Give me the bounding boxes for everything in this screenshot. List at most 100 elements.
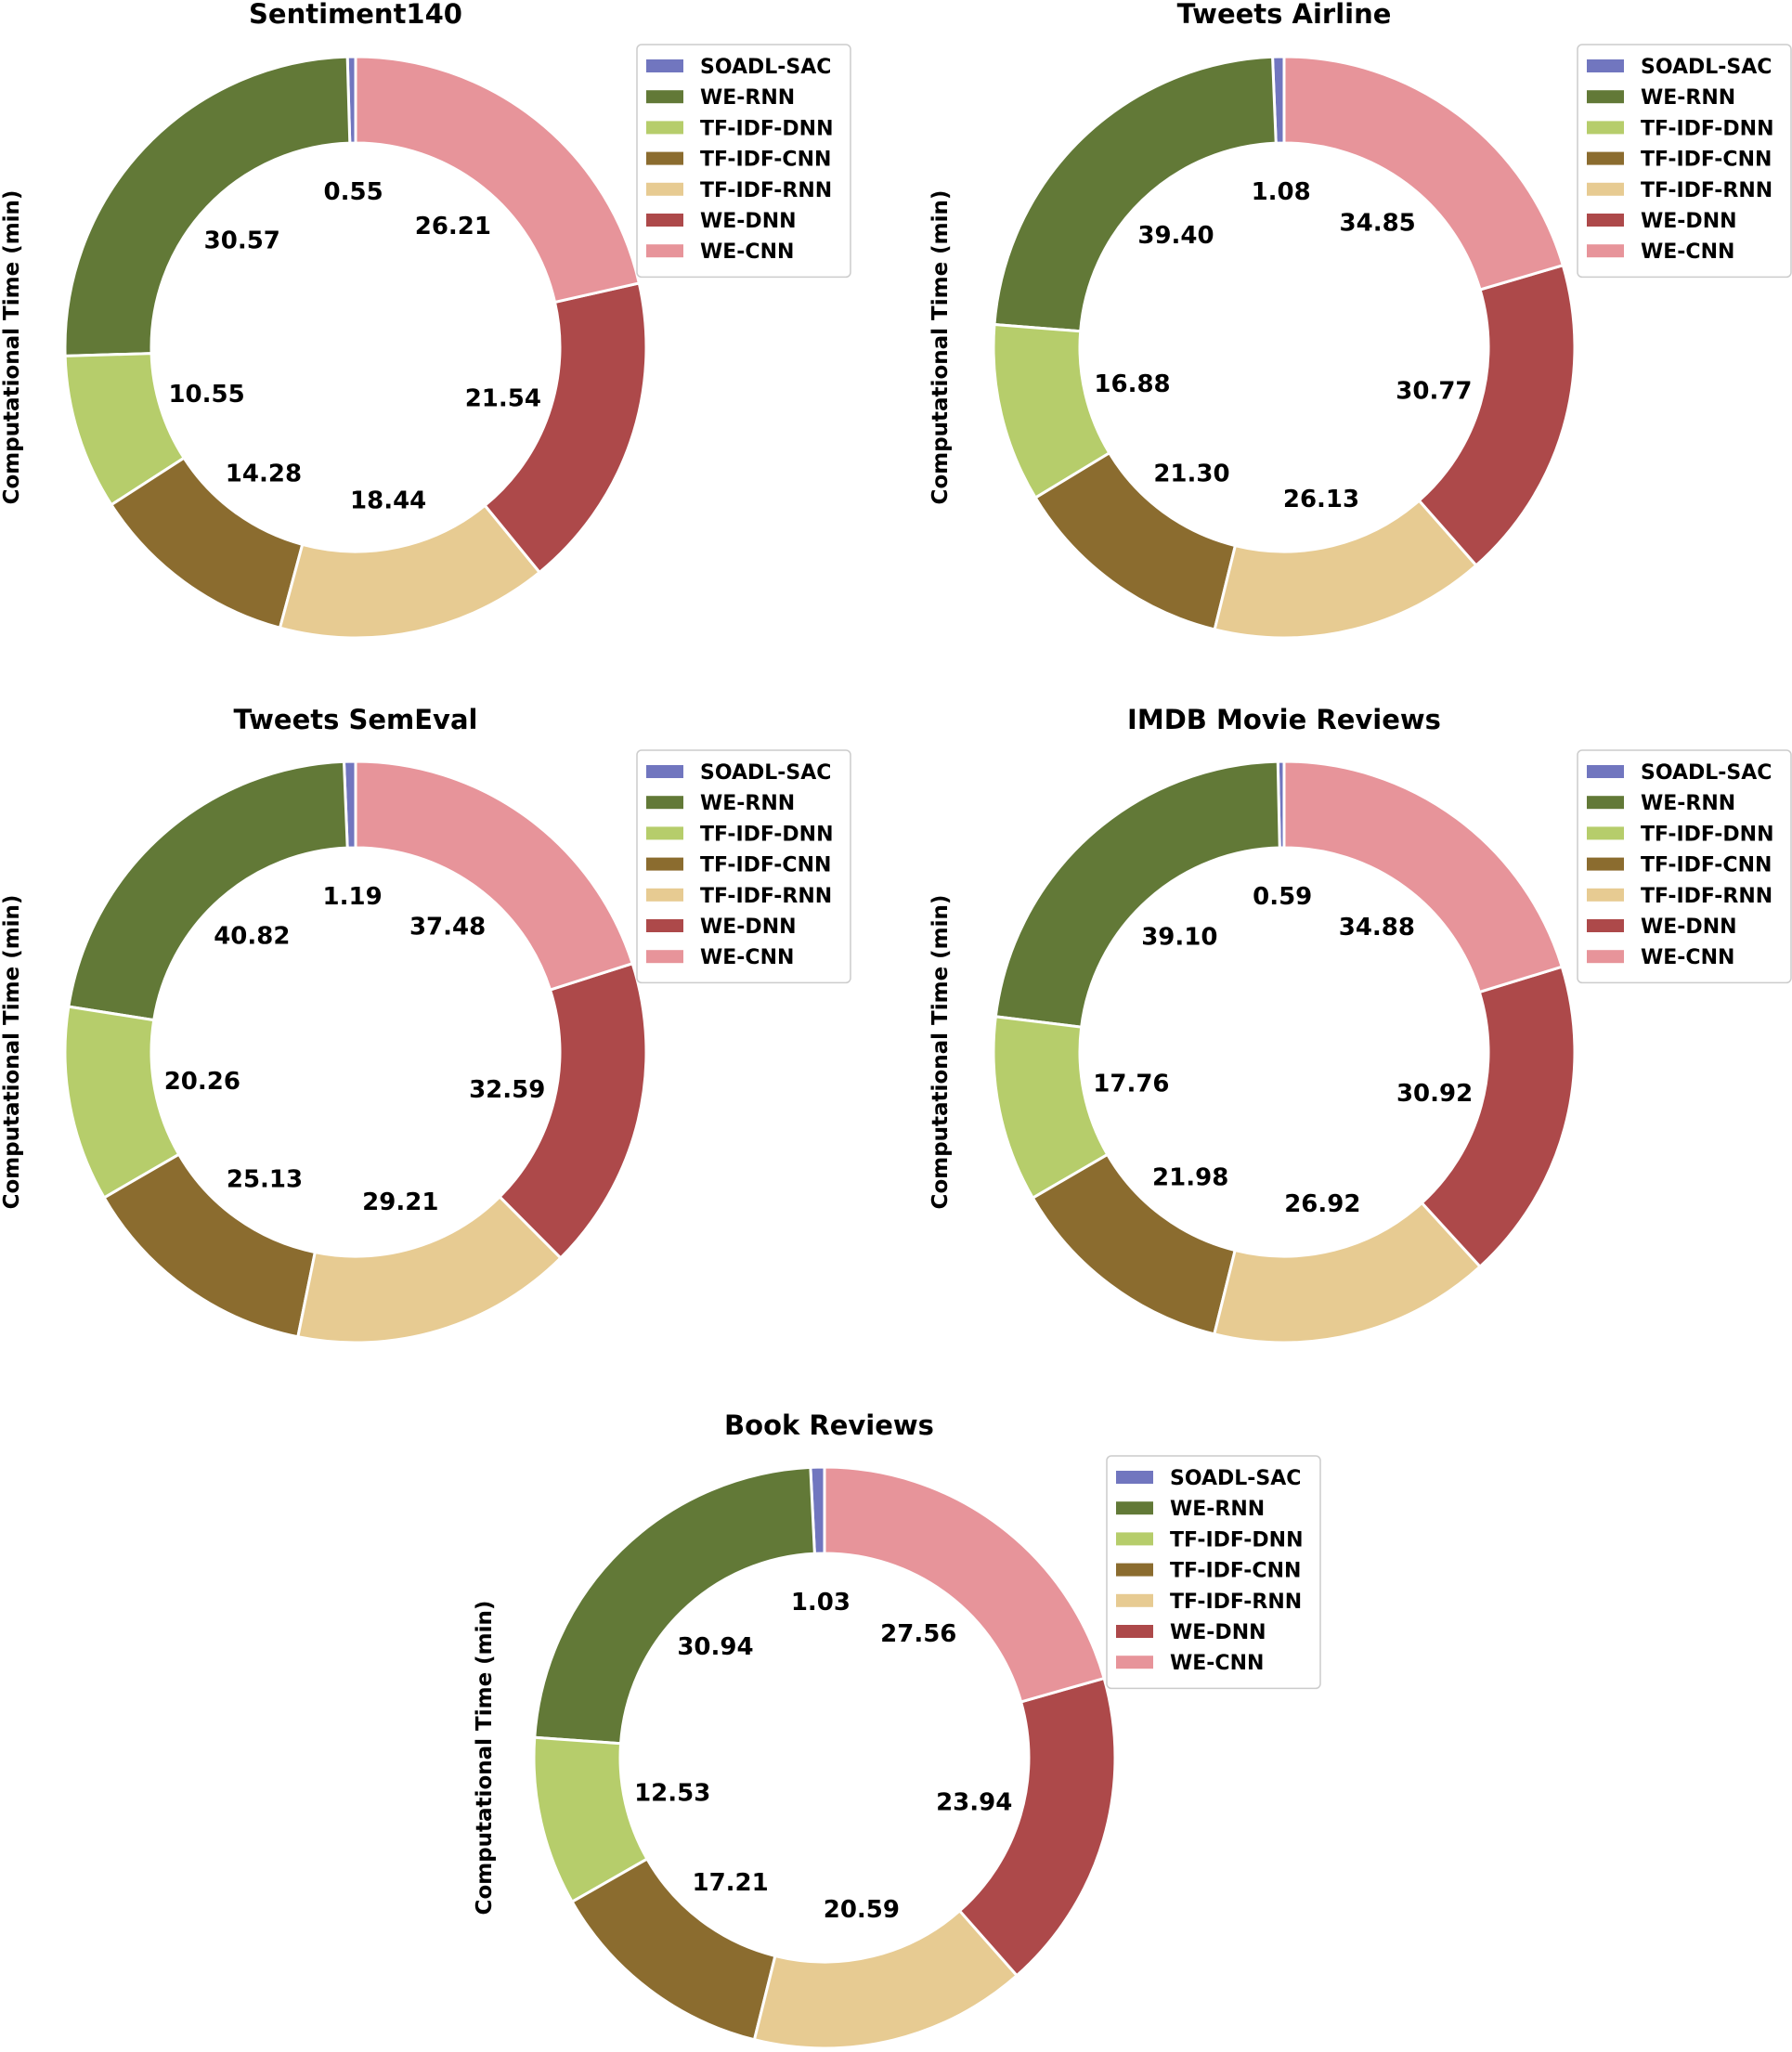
legend-label: WE-RNN xyxy=(700,86,795,110)
y-axis-label: Computational Time (min) xyxy=(0,895,24,1210)
legend-frame xyxy=(1106,1455,1321,1690)
legend-swatch-we-dnn xyxy=(1116,1625,1153,1638)
legend-label: TF-IDF-RNN xyxy=(1170,1591,1302,1614)
legend-swatch-we-cnn xyxy=(1116,1656,1153,1669)
legend-swatch-tf-idf-dnn xyxy=(646,121,683,135)
legend-swatch-we-rnn xyxy=(1116,1501,1153,1515)
legend-label: TF-IDF-RNN xyxy=(1641,179,1773,202)
legend-swatch-tf-idf-dnn xyxy=(646,826,683,840)
legend-label: WE-CNN xyxy=(1641,240,1734,264)
legend-label: TF-IDF-DNN xyxy=(700,117,834,140)
y-axis-label: Computational Time (min) xyxy=(0,190,24,505)
data-label: 21.30 xyxy=(1153,460,1229,487)
legend-label: WE-DNN xyxy=(1641,210,1737,233)
legend-swatch-we-cnn xyxy=(646,950,683,964)
data-label: 34.88 xyxy=(1339,914,1415,942)
legend-swatch-soadl-sac xyxy=(1587,765,1624,778)
legend-frame xyxy=(636,44,851,279)
pie-slice-we-rnn xyxy=(67,760,349,1022)
data-label: 21.98 xyxy=(1152,1163,1228,1191)
pie-slice-we-cnn xyxy=(1282,760,1565,994)
data-label: 17.21 xyxy=(692,1869,768,1897)
legend-frame xyxy=(636,749,851,984)
donut-chart-2: Tweets SemEval Computational Time (min) 1.… xyxy=(0,704,851,1344)
data-label: 32.59 xyxy=(469,1076,545,1104)
legend-label: WE-DNN xyxy=(1641,916,1737,939)
legend-label: TF-IDF-CNN xyxy=(700,854,831,877)
data-label: 40.82 xyxy=(214,922,290,950)
legend-label: WE-DNN xyxy=(700,210,797,233)
legend-swatch-soadl-sac xyxy=(646,765,683,778)
pie-slice-we-rnn xyxy=(993,55,1278,333)
data-label: 30.77 xyxy=(1396,378,1472,406)
legend-label: WE-CNN xyxy=(1641,946,1734,969)
legend-swatch-tf-idf-dnn xyxy=(1587,826,1624,840)
legend-label: SOADL-SAC xyxy=(1641,761,1772,785)
legend-label: WE-RNN xyxy=(700,792,795,815)
pie-slice-we-cnn xyxy=(1282,55,1565,292)
legend-swatch-tf-idf-rnn xyxy=(1116,1593,1153,1607)
pie-slice-we-rnn xyxy=(63,55,352,357)
data-label: 23.94 xyxy=(936,1788,1012,1816)
legend-label: TF-IDF-CNN xyxy=(700,149,831,172)
y-axis-label: Computational Time (min) xyxy=(928,895,953,1210)
legend: SOADL-SAC WE-RNN TF-IDF-DNN TF-IDF-CNN TF-ID… xyxy=(1577,44,1792,279)
pie-slice-we-dnn xyxy=(498,961,648,1260)
data-label: 30.94 xyxy=(677,1633,753,1661)
data-label: 14.28 xyxy=(226,461,302,488)
legend: SOADL-SAC WE-RNN TF-IDF-DNN TF-IDF-CNN TF-ID… xyxy=(636,749,851,984)
data-label: 0.55 xyxy=(324,178,383,206)
legend-swatch-tf-idf-dnn xyxy=(1587,121,1624,135)
data-label: 20.26 xyxy=(164,1068,240,1096)
y-axis-label: Computational Time (min) xyxy=(928,190,953,505)
legend-swatch-we-cnn xyxy=(646,244,683,258)
legend-swatch-we-dnn xyxy=(646,919,683,932)
legend-label: WE-CNN xyxy=(700,946,794,969)
data-label: 25.13 xyxy=(227,1165,303,1193)
legend-label: TF-IDF-RNN xyxy=(1641,885,1773,908)
pie-slice-we-rnn xyxy=(993,760,1281,1029)
legend-swatch-tf-idf-rnn xyxy=(646,182,683,196)
chart-title: Sentiment140 xyxy=(249,0,462,30)
donut-chart-3: IMDB Movie Reviews Computational Time (mi… xyxy=(928,704,1792,1344)
legend-label: WE-CNN xyxy=(1170,1652,1264,1675)
pie-slice-we-cnn xyxy=(354,760,635,992)
legend-label: TF-IDF-CNN xyxy=(1170,1560,1301,1583)
legend-swatch-we-rnn xyxy=(1587,796,1624,810)
legend-swatch-we-cnn xyxy=(1587,950,1624,964)
chart-title: Tweets SemEval xyxy=(234,704,478,735)
legend-label: WE-RNN xyxy=(1170,1498,1265,1521)
legend-swatch-tf-idf-cnn xyxy=(1116,1563,1153,1577)
legend: SOADL-SAC WE-RNN TF-IDF-DNN TF-IDF-CNN TF-ID… xyxy=(636,44,851,279)
legend-swatch-tf-idf-cnn xyxy=(646,857,683,871)
legend-label: TF-IDF-DNN xyxy=(1641,823,1774,846)
data-label: 39.10 xyxy=(1141,923,1217,951)
legend-label: TF-IDF-DNN xyxy=(1641,117,1774,140)
legend-swatch-tf-idf-rnn xyxy=(646,888,683,902)
data-label: 1.08 xyxy=(1252,178,1311,206)
data-label: 26.13 xyxy=(1283,486,1359,513)
legend-frame xyxy=(1577,749,1792,984)
data-label: 37.48 xyxy=(409,913,486,941)
legend-swatch-tf-idf-cnn xyxy=(646,151,683,165)
legend-swatch-tf-idf-dnn xyxy=(1116,1532,1153,1546)
legend-swatch-we-cnn xyxy=(1587,244,1624,258)
pie-slice-we-dnn xyxy=(483,281,648,575)
legend-frame xyxy=(1577,44,1792,279)
data-label: 16.88 xyxy=(1094,370,1170,398)
legend: SOADL-SAC WE-RNN TF-IDF-DNN TF-IDF-CNN TF-ID… xyxy=(1577,749,1792,984)
legend-label: TF-IDF-RNN xyxy=(700,179,832,202)
legend-swatch-we-dnn xyxy=(1587,919,1624,932)
legend-swatch-tf-idf-cnn xyxy=(1587,151,1624,165)
data-label: 26.92 xyxy=(1284,1190,1360,1218)
data-label: 30.57 xyxy=(204,227,280,255)
legend-label: TF-IDF-DNN xyxy=(1170,1528,1304,1552)
donut-chart-4: Book Reviews Computational Time (min) 1.03… xyxy=(473,1409,1321,2050)
data-label: 10.55 xyxy=(168,381,244,409)
data-label: 26.21 xyxy=(415,213,491,240)
legend-label: WE-DNN xyxy=(1170,1621,1266,1644)
legend-label: WE-RNN xyxy=(1641,86,1735,110)
pie-slice-we-cnn xyxy=(354,55,642,305)
data-label: 18.44 xyxy=(350,487,426,514)
